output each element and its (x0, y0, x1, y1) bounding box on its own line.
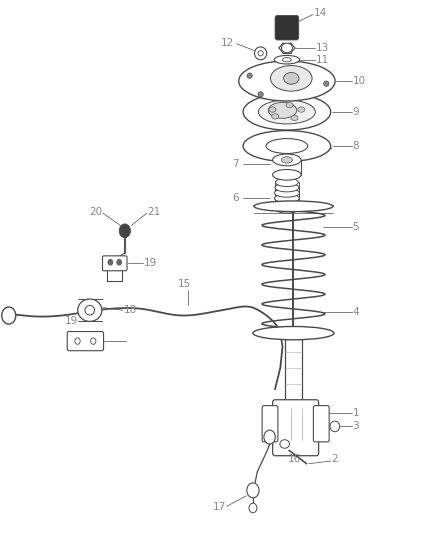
Ellipse shape (281, 157, 293, 163)
Ellipse shape (268, 102, 297, 118)
Text: 5: 5 (353, 222, 359, 231)
Text: 20: 20 (89, 207, 102, 216)
Ellipse shape (276, 178, 298, 187)
Text: 12: 12 (221, 38, 234, 47)
Ellipse shape (283, 58, 291, 62)
FancyBboxPatch shape (314, 406, 329, 442)
Ellipse shape (254, 201, 333, 212)
Ellipse shape (275, 199, 299, 208)
Ellipse shape (254, 47, 267, 60)
Ellipse shape (272, 169, 301, 180)
Ellipse shape (243, 131, 331, 161)
Ellipse shape (281, 43, 293, 53)
Text: 17: 17 (212, 503, 226, 512)
Circle shape (247, 483, 259, 498)
Ellipse shape (239, 61, 335, 101)
Text: 4: 4 (353, 307, 359, 317)
Text: 7: 7 (232, 159, 239, 169)
Ellipse shape (330, 421, 340, 432)
Circle shape (75, 338, 80, 344)
Ellipse shape (276, 205, 298, 213)
Text: 14: 14 (314, 8, 327, 18)
Ellipse shape (253, 326, 334, 340)
Text: 8: 8 (353, 141, 359, 151)
Ellipse shape (85, 305, 95, 315)
Ellipse shape (286, 102, 293, 108)
Ellipse shape (272, 154, 301, 166)
Text: 13: 13 (316, 43, 329, 53)
Circle shape (108, 260, 113, 265)
FancyBboxPatch shape (67, 332, 103, 351)
Text: 19: 19 (64, 316, 78, 326)
Text: 9: 9 (353, 107, 359, 117)
Ellipse shape (298, 107, 305, 112)
Text: 6: 6 (232, 193, 239, 203)
FancyBboxPatch shape (275, 15, 299, 40)
FancyBboxPatch shape (272, 400, 319, 456)
Ellipse shape (275, 194, 299, 203)
Ellipse shape (284, 72, 299, 84)
Text: 11: 11 (316, 55, 329, 64)
Ellipse shape (291, 115, 298, 120)
Ellipse shape (258, 100, 315, 124)
Text: 10: 10 (353, 76, 366, 86)
Text: 21: 21 (148, 207, 161, 216)
Ellipse shape (269, 107, 276, 112)
Ellipse shape (275, 183, 299, 192)
FancyBboxPatch shape (262, 406, 278, 442)
Ellipse shape (272, 114, 279, 119)
Circle shape (91, 338, 96, 344)
Circle shape (117, 260, 121, 265)
Ellipse shape (247, 73, 252, 78)
Ellipse shape (280, 440, 290, 448)
Bar (285, 333, 302, 402)
Ellipse shape (78, 299, 102, 321)
Text: 16: 16 (288, 455, 301, 464)
Circle shape (119, 224, 131, 238)
FancyBboxPatch shape (102, 256, 127, 271)
Circle shape (2, 307, 16, 324)
Text: 2: 2 (332, 455, 338, 464)
Text: 3: 3 (353, 422, 359, 431)
Ellipse shape (258, 51, 263, 56)
Ellipse shape (266, 139, 307, 154)
Ellipse shape (274, 55, 300, 64)
Ellipse shape (271, 66, 312, 91)
Text: 15: 15 (177, 279, 191, 289)
Ellipse shape (275, 189, 299, 197)
Text: 1: 1 (353, 408, 359, 418)
Bar (272, 160, 301, 175)
Ellipse shape (243, 94, 331, 130)
Text: 19: 19 (144, 259, 157, 268)
Ellipse shape (324, 81, 329, 86)
Circle shape (249, 503, 257, 513)
Circle shape (264, 430, 275, 444)
Ellipse shape (258, 92, 263, 97)
Text: 18: 18 (124, 305, 137, 315)
